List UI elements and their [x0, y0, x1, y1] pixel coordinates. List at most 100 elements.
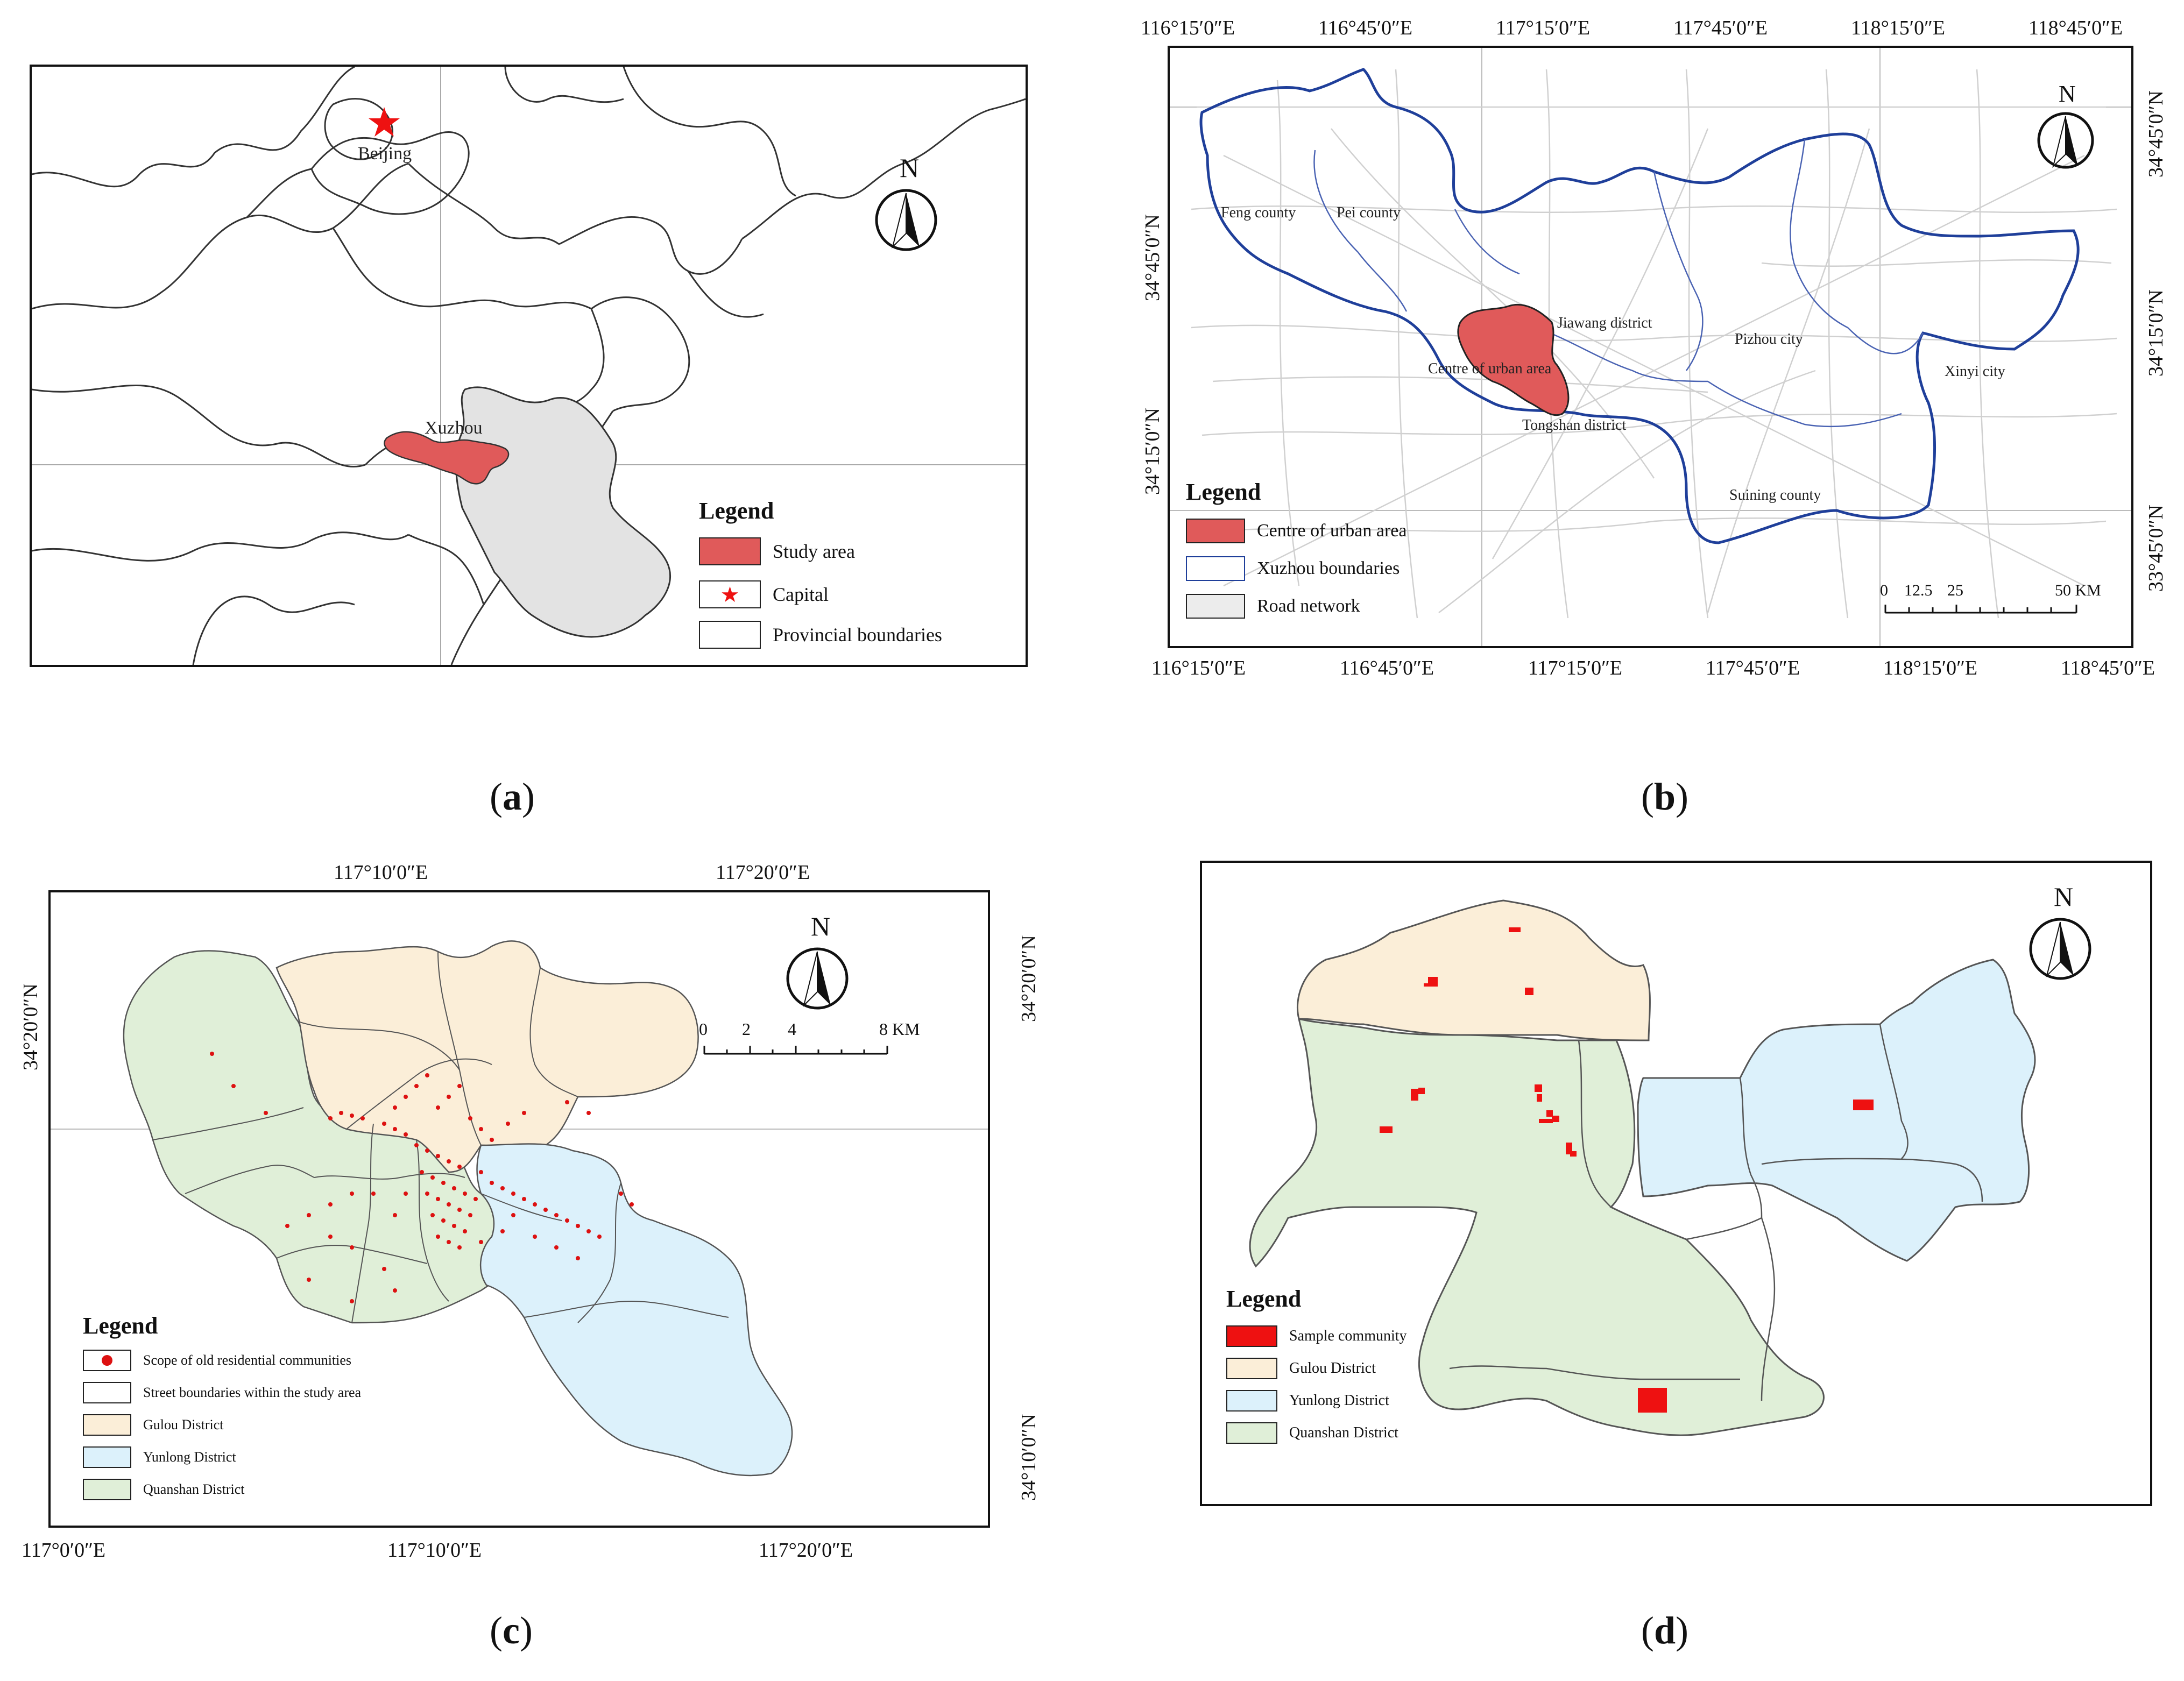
quanshan-swatch — [1226, 1422, 1277, 1444]
beijing-label: Beijing — [358, 144, 412, 164]
map-a-frame: Beijing Xuzhou N Legend Study area ★ Cap… — [30, 65, 1028, 667]
legend-c-item-gulou: Gulou District — [83, 1414, 224, 1436]
svg-text:50 KM: 50 KM — [2055, 581, 2101, 599]
caption-a: (a) — [490, 775, 535, 818]
legend-c-item-street: Street boundaries within the study area — [83, 1382, 361, 1403]
svg-text:N: N — [2059, 81, 2076, 107]
svg-text:12.5: 12.5 — [1904, 581, 1933, 599]
svg-text:4: 4 — [788, 1019, 796, 1039]
svg-text:25: 25 — [1947, 581, 1963, 599]
panel-a: Beijing Xuzhou N Legend Study area ★ Cap… — [0, 0, 1076, 699]
map-d-canvas — [1249, 899, 2036, 1436]
old-communities-dots — [210, 1052, 634, 1303]
legend-d-item-quanshan: Quanshan District — [1226, 1422, 1398, 1444]
north-arrow-icon: N — [2029, 882, 2091, 980]
provincial-swatch — [699, 621, 761, 649]
b-top-lon-4: 118°15′0″E — [1851, 17, 1946, 39]
c-top-lon-1: 117°20′0″E — [716, 861, 810, 884]
b-bottom-lon-1: 116°45′0″E — [1340, 657, 1434, 679]
caption-b: (b) — [1641, 775, 1689, 818]
b-left-lat-0: 34°45′0″N — [1141, 214, 1164, 301]
communities-swatch — [83, 1350, 131, 1371]
caption-d: (d) — [1641, 1609, 1689, 1652]
b-right-lat-2: 33°45′0″N — [2145, 505, 2167, 592]
yunlong-district — [1637, 959, 2036, 1262]
svg-text:N: N — [2054, 882, 2073, 912]
map-b-canvas: Feng county Pei county Jiawang district … — [1170, 48, 2131, 646]
sample-swatch — [1226, 1325, 1277, 1347]
quanshan-district — [123, 950, 520, 1324]
b-bottom-lon-2: 117°15′0″E — [1528, 657, 1623, 679]
c-bottom-lon-2: 117°20′0″E — [759, 1539, 853, 1562]
label-pizhou: Pizhou city — [1735, 331, 1803, 347]
legend-d-item-gulou: Gulou District — [1226, 1358, 1376, 1379]
gulou-district — [1296, 899, 1651, 1041]
xuzhou-boundary — [1199, 68, 2080, 544]
b-right-lat-1: 34°15′0″N — [2145, 289, 2167, 377]
yunlong-swatch — [83, 1446, 131, 1468]
sample-communities — [1380, 927, 1874, 1413]
label-tongshan: Tongshan district — [1522, 417, 1626, 434]
legend-c-item-quanshan: Quanshan District — [83, 1479, 244, 1500]
map-d-frame: N Legend Sample community Gulou District… — [1200, 861, 2152, 1506]
svg-text:8 KM: 8 KM — [879, 1019, 920, 1039]
road-swatch — [1186, 594, 1245, 619]
b-top-lon-0: 116°15′0″E — [1141, 17, 1235, 39]
c-top-lon-0: 117°10′0″E — [334, 861, 428, 884]
gulou-swatch — [83, 1414, 131, 1436]
label-feng: Feng county — [1221, 204, 1296, 221]
svg-text:N: N — [811, 911, 830, 941]
scale-bar-c: 0 2 4 8 KM — [699, 1019, 920, 1055]
b-bottom-lon-4: 118°15′0″E — [1883, 657, 1978, 679]
map-c-canvas — [51, 940, 988, 1477]
legend-d-item-yunlong: Yunlong District — [1226, 1390, 1389, 1412]
scale-bar-b: 0 12.5 25 50 KM — [1880, 581, 2101, 614]
capital-swatch: ★ — [699, 580, 761, 608]
legend-a-title: Legend — [699, 498, 774, 524]
legend-b-item-road: Road network — [1186, 594, 1360, 619]
b-top-lon-5: 118°45′0″E — [2028, 17, 2123, 39]
north-arrow-icon: N — [875, 153, 937, 251]
street-swatch — [83, 1382, 131, 1403]
legend-a-item-provincial: Provincial boundaries — [699, 621, 942, 649]
panel-c: 117°10′0″E 117°20′0″E 34°20′0″N 34°20′0″… — [0, 839, 1076, 1592]
legend-c-item-yunlong: Yunlong District — [83, 1446, 236, 1468]
gulou-district — [275, 940, 699, 1173]
label-jiawang: Jiawang district — [1557, 315, 1652, 331]
boundary-swatch — [1186, 556, 1245, 581]
centre-urban-area — [1457, 303, 1570, 416]
svg-text:2: 2 — [742, 1019, 751, 1039]
centre-swatch — [1186, 519, 1245, 543]
b-right-lat-0: 34°45′0″N — [2145, 90, 2167, 178]
label-suining: Suining county — [1729, 487, 1821, 503]
quanshan-swatch — [83, 1479, 131, 1500]
map-b-frame: Feng county Pei county Jiawang district … — [1168, 46, 2133, 648]
b-bottom-lon-0: 116°15′0″E — [1151, 657, 1246, 679]
legend-a-item-study-area: Study area — [699, 537, 855, 565]
label-centre: Centre of urban area — [1428, 360, 1552, 377]
b-top-lon-2: 117°15′0″E — [1496, 17, 1591, 39]
b-top-lon-3: 117°45′0″E — [1673, 17, 1768, 39]
b-bottom-lon-5: 118°45′0″E — [2061, 657, 2155, 679]
legend-d-title: Legend — [1226, 1286, 1302, 1312]
svg-text:0: 0 — [699, 1019, 708, 1039]
jiangsu-province — [455, 386, 671, 638]
legend-b-item-centre: Centre of urban area — [1186, 519, 1406, 543]
yunlong-swatch — [1226, 1390, 1277, 1412]
yunlong-district — [476, 1143, 793, 1477]
legend-b-item-boundary: Xuzhou boundaries — [1186, 556, 1400, 581]
legend-b-title: Legend — [1186, 479, 1261, 505]
caption-c: (c) — [490, 1609, 533, 1652]
b-bottom-lon-3: 117°45′0″E — [1706, 657, 1800, 679]
map-c-frame: N 0 2 4 8 KM Legend Scope of old residen — [48, 890, 990, 1528]
legend-d-item-sample: Sample community — [1226, 1325, 1407, 1347]
svg-text:N: N — [900, 153, 919, 183]
c-bottom-lon-0: 117°0′0″E — [22, 1539, 106, 1562]
c-right-lat-0: 34°20′0″N — [1017, 935, 1040, 1022]
xuzhou-label: Xuzhou — [425, 418, 483, 438]
study-area-swatch — [699, 537, 761, 565]
c-left-lat-0: 34°20′0″N — [19, 983, 42, 1070]
panel-d: N Legend Sample community Gulou District… — [1184, 839, 2163, 1538]
label-xinyi: Xinyi city — [1945, 363, 2005, 380]
b-left-lat-1: 34°15′0″N — [1141, 408, 1164, 495]
